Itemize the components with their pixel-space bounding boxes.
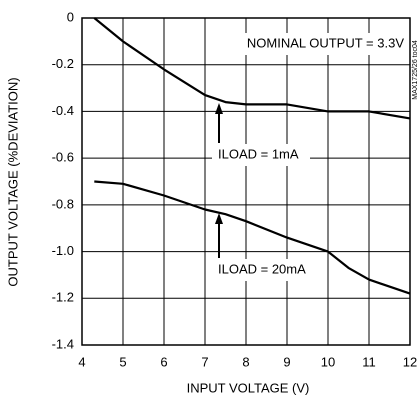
y-tick-label: -0.6 (52, 150, 74, 165)
x-tick-label: 8 (242, 354, 249, 369)
series-label-bg (212, 144, 310, 166)
line-series (93, 17, 411, 120)
annotation: NOMINAL OUTPUT = 3.3V (247, 35, 404, 50)
x-tick-label: 10 (321, 354, 335, 369)
x-tick-label: 11 (362, 354, 376, 369)
y-tick-label: -1.4 (52, 336, 74, 351)
y-tick-label: -1.2 (52, 290, 74, 305)
annotation-bg (228, 33, 408, 55)
x-tick-label: 5 (119, 354, 126, 369)
arrow-head (215, 213, 223, 224)
x-tick-label: 4 (78, 354, 85, 369)
x-tick-label: 6 (160, 354, 167, 369)
figure-id: MAX1725/26 toc04 (412, 40, 419, 100)
y-tick-label: -0.2 (52, 56, 74, 71)
x-tick-label: 7 (201, 354, 208, 369)
series-label: ILOAD = 1mA (218, 146, 299, 161)
x-axis-label: INPUT VOLTAGE (V) (187, 380, 310, 395)
plot-frame (81, 17, 411, 346)
y-axis-label: OUTPUT VOLTAGE (%DEVIATION) (5, 77, 20, 286)
series-label: ILOAD = 20mA (218, 261, 306, 276)
y-tick-label: -0.4 (52, 103, 74, 118)
x-tick-label: 9 (283, 354, 290, 369)
x-tick-label: 12 (403, 354, 417, 369)
series-label-bg (212, 259, 310, 281)
y-tick-label: 0 (67, 9, 74, 24)
y-tick-label: -0.8 (52, 196, 74, 211)
y-tick-label: -1.0 (52, 243, 74, 258)
arrow-head (215, 103, 223, 114)
line-series (94, 180, 411, 295)
